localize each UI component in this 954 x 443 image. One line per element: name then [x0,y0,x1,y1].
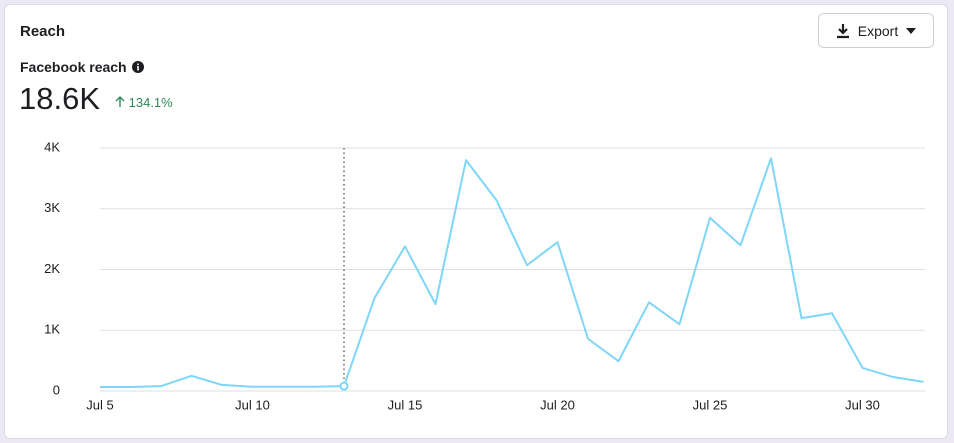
y-tick-label: 0 [53,382,60,397]
change-value: 134.1% [128,95,173,110]
metric-label: Facebook reach [20,59,127,75]
metric-label-row: Facebook reach [20,59,144,75]
y-tick-label: 4K [44,139,60,154]
y-tick-label: 2K [44,261,60,276]
info-icon[interactable] [131,61,144,73]
x-tick-label: Jul 15 [388,397,423,412]
x-tick-label: Jul 25 [693,397,728,412]
dropdown-caret [906,27,917,34]
hover-marker [339,381,349,391]
export-label: Export [857,22,899,39]
metric-total: 18.6K [19,81,101,116]
metric-change: 134.1% [115,95,173,110]
y-tick-label: 1K [44,322,60,337]
series-line [100,157,924,389]
download-icon [836,23,849,38]
x-tick-label: Jul 5 [86,397,113,412]
export-button[interactable]: Export [818,13,934,48]
x-tick-label: Jul 20 [540,397,575,412]
card-title: Reach [20,23,66,40]
card: Reach Export Facebook reach 18.6K 134.1% [4,4,948,439]
x-tick-label: Jul 10 [235,397,270,412]
up-arrow [115,96,125,107]
y-tick-label: 3K [44,200,60,215]
x-tick-label: Jul 30 [845,397,880,412]
